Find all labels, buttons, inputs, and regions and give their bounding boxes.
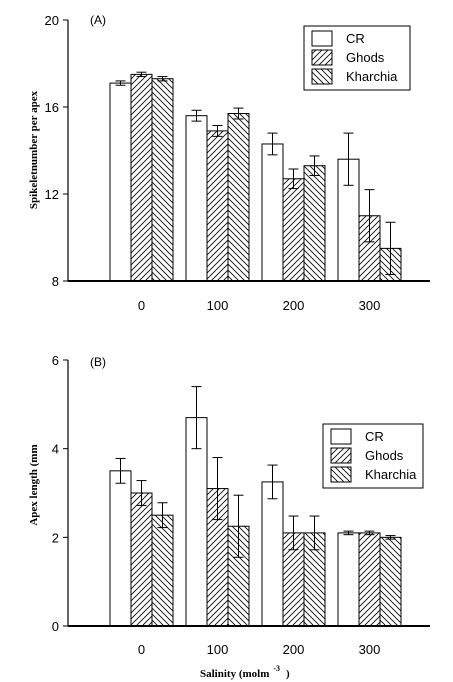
- panel-b-y-ticks: 0 2 4 6: [52, 353, 69, 634]
- panel-b-x-tick-label: 100: [207, 642, 229, 657]
- panel-a-y-tick-label: 8: [52, 274, 59, 289]
- panel-b-x-tick-label: 300: [359, 642, 381, 657]
- panel-b-bar-cr-0: [109, 470, 132, 627]
- panel-a-legend-swatch-kharchia: [311, 68, 333, 85]
- panel-a-label: (A): [90, 13, 106, 27]
- panel-a-legend-label-kharchia: Kharchia: [346, 69, 398, 84]
- panel-b-x-tick-label: 200: [283, 642, 305, 657]
- panel-b-legend-swatch-ghods: [330, 447, 352, 464]
- panel-b-x-tick-label: 0: [138, 642, 145, 657]
- panel-a-x-tick-label: 200: [283, 298, 305, 313]
- panel-b-legend-label-kharchia: Kharchia: [365, 467, 417, 482]
- panel-a-bar-cr-200: [261, 143, 284, 282]
- panel-a-legend-label-ghods: Ghods: [346, 50, 385, 65]
- panel-a-x-tick-label: 100: [207, 298, 229, 313]
- panel-b-y-tick-label: 0: [52, 619, 59, 634]
- panel-b-y-tick-label: 2: [52, 530, 59, 545]
- panel-a-bar-kharchia-0: [151, 78, 174, 282]
- panel-b-bar-ghods-0: [130, 492, 153, 627]
- panel-b-bar-kharchia-0: [151, 514, 174, 627]
- panel-a-y-ticks: 8 12 16 20: [45, 13, 69, 289]
- panel-a-bars: [109, 71, 402, 282]
- panel-a-legend-swatch-cr: [311, 30, 333, 47]
- panel-b-x-ticks: 0 100 200 300: [68, 625, 430, 657]
- panel-a-bar-ghods-0: [130, 73, 153, 282]
- panel-b-bar-kharchia-300: [379, 536, 402, 627]
- panel-b-legend-swatch-kharchia: [330, 466, 352, 483]
- panel-b-y-tick-label: 4: [52, 442, 59, 457]
- panel-a-bar-ghods-200: [282, 178, 305, 282]
- panel-a-x-tick-label: 300: [359, 298, 381, 313]
- panel-b: (B) Apex length (mm 0 2 4 6 0 100 200 300 CR Gh…: [28, 353, 430, 680]
- panel-a-y-axis-title: Spikeletnumber per apex: [28, 90, 40, 209]
- panel-a-bar-cr-0: [109, 82, 132, 282]
- panel-a-y-tick-label: 20: [45, 13, 59, 28]
- panel-a-y-tick-label: 12: [45, 187, 59, 202]
- panel-b-label: (B): [90, 355, 106, 369]
- panel-a-legend-swatch-ghods: [311, 49, 333, 66]
- panel-b-legend: CR Ghods Kharchia: [322, 423, 424, 489]
- panel-b-legend-label-cr: CR: [365, 429, 384, 444]
- panel-b-legend-label-ghods: Ghods: [365, 448, 404, 463]
- panel-a: (A) Spikeletnumber per apex 8 12 16 20 0 100…: [28, 13, 430, 313]
- panel-b-bars: [109, 386, 402, 627]
- panel-b-y-axis-title: Apex length (mm: [28, 444, 40, 525]
- panel-a-bar-ghods-100: [206, 130, 229, 282]
- panel-b-x-axis-title: Salinity (molm -3): [200, 664, 290, 680]
- panel-a-x-tick-label: 0: [138, 298, 145, 313]
- panel-a-x-ticks: 0 100 200 300: [68, 280, 430, 313]
- panel-a-bar-kharchia-100: [227, 113, 250, 282]
- panel-b-y-tick-label: 6: [52, 353, 59, 368]
- panel-a-bar-cr-100: [185, 115, 208, 282]
- panel-b-bar-cr-300: [337, 532, 360, 627]
- panel-b-legend-swatch-cr: [330, 428, 352, 445]
- panel-a-legend: CR Ghods Kharchia: [303, 25, 411, 91]
- panel-b-bar-cr-200: [261, 481, 284, 627]
- panel-a-y-tick-label: 16: [45, 100, 59, 115]
- panel-a-bar-kharchia-200: [303, 165, 326, 282]
- panel-a-legend-label-cr: CR: [346, 31, 365, 46]
- panel-b-bar-ghods-300: [358, 532, 381, 627]
